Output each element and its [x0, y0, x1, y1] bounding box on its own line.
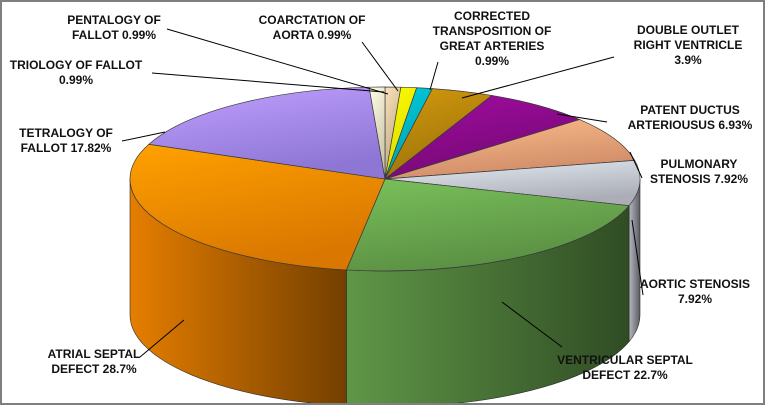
leader-line	[166, 28, 389, 95]
data-label: ATRIAL SEPTAL DEFECT 28.7%	[48, 347, 141, 376]
leader-line	[151, 72, 385, 93]
data-label-line: ATRIAL SEPTAL	[48, 347, 141, 361]
data-label-line: TETRALOGY OF	[19, 126, 113, 140]
data-label-line: CORRECTED	[454, 9, 530, 23]
data-label-line: PENTALOGY OF	[67, 13, 161, 27]
data-label: TRIOLOGY OF FALLOT 0.99%	[10, 58, 143, 87]
leader-line	[139, 319, 185, 358]
data-label: DOUBLE OUTLET RIGHT VENTRICLE 3.9%	[634, 23, 743, 67]
pie-slice	[384, 95, 581, 180]
leader-line	[361, 41, 399, 92]
data-label-line: FALLOT 17.82%	[21, 141, 112, 155]
data-label-line: ARTERIOUSUS 6.93%	[628, 118, 753, 132]
data-label-line: TRIOLOGY OF FALLOT	[10, 58, 143, 72]
pie-slice	[129, 143, 386, 271]
data-label: PULMONARY STENOSIS 7.92%	[650, 157, 748, 186]
leader-line	[631, 219, 644, 296]
leader-line	[629, 151, 643, 179]
data-label: CORRECTED TRANSPOSITION OF GREAT ARTERIES 0…	[433, 9, 552, 68]
leader-line	[556, 113, 608, 123]
data-label: PENTALOGY OF FALLOT 0.99%	[67, 13, 161, 42]
data-label-line: DEFECT 28.7%	[51, 362, 137, 376]
leader-line	[121, 131, 166, 142]
leader-line	[461, 56, 615, 99]
pie-sides	[129, 178, 641, 403]
slice-labels: PENTALOGY OF FALLOT 0.99%COARCTATION OF AO…	[10, 9, 753, 382]
data-label-line: 3.9%	[674, 53, 702, 67]
pie-slice	[345, 178, 630, 272]
data-label-line: 7.92%	[678, 292, 712, 306]
leader-line	[501, 301, 563, 348]
data-label: PATENT DUCTUS ARTERIOUSUS 6.93%	[628, 103, 753, 132]
data-label-line: RIGHT VENTRICLE	[634, 38, 743, 52]
data-label-line: AORTA 0.99%	[273, 28, 352, 42]
leader-line	[429, 61, 439, 91]
data-label-line: DOUBLE OUTLET	[637, 23, 740, 37]
data-label-line: VENTRICULAR SEPTAL	[557, 353, 693, 367]
pie-tops	[129, 86, 641, 272]
data-label: AORTIC STENOSIS 7.92%	[640, 277, 750, 306]
pie-slice	[368, 86, 386, 180]
data-label-line: TRANSPOSITION OF	[433, 24, 552, 38]
data-label-line: AORTIC STENOSIS	[640, 277, 750, 291]
data-label: VENTRICULAR SEPTAL DEFECT 22.7%	[557, 353, 693, 382]
data-label: COARCTATION OF AORTA 0.99%	[259, 13, 366, 42]
data-label-line: 0.99%	[59, 73, 93, 87]
leader-lines	[121, 28, 644, 358]
data-label-line: COARCTATION OF	[259, 13, 366, 27]
pie-slice	[384, 159, 641, 207]
pie-slice	[384, 119, 636, 180]
data-label-line: DEFECT 22.7%	[582, 368, 668, 382]
data-label-line: FALLOT 0.99%	[72, 28, 156, 42]
data-label-line: PATENT DUCTUS	[640, 103, 740, 117]
data-label-line: 0.99%	[475, 54, 509, 68]
data-label-line: GREAT ARTERIES	[440, 39, 545, 53]
data-label: TETRALOGY OF FALLOT 17.82%	[19, 126, 113, 155]
data-label-line: STENOSIS 7.92%	[650, 172, 748, 186]
data-label-line: PULMONARY	[661, 157, 738, 171]
